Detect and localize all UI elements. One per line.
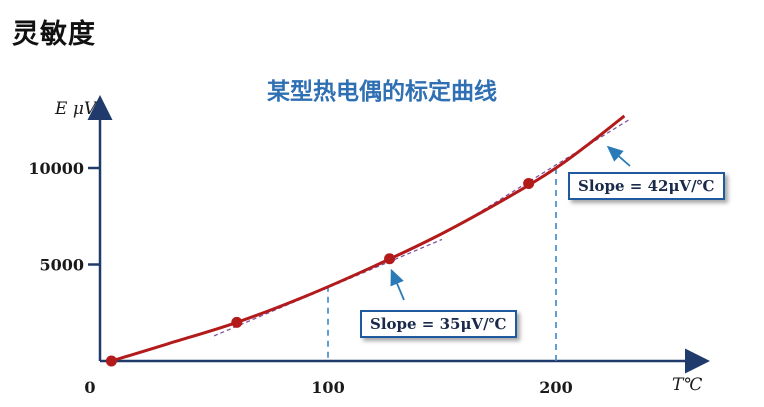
data-point: [384, 253, 396, 265]
x-tick-label: 200: [539, 378, 572, 397]
x-tick-label: 100: [311, 378, 344, 397]
calibration-curve: [110, 114, 626, 363]
chart-title: 某型热电偶的标定曲线: [267, 79, 497, 105]
tangent-line: [475, 119, 630, 215]
slope-annotation-low: Slope = 35μV/℃: [360, 310, 517, 338]
tangent-line: [213, 238, 443, 337]
slope-annotation-high: Slope = 42μV/℃: [568, 172, 725, 200]
annotation-arrow: [606, 145, 631, 167]
x-axis-title: T℃: [672, 375, 702, 395]
page-heading: 灵敏度: [12, 19, 96, 50]
data-point: [523, 177, 535, 189]
annotation-arrow: [390, 268, 405, 301]
y-tick-label: 5000: [39, 256, 84, 275]
y-tick-label: 10000: [28, 159, 84, 178]
y-axis-title: E μV: [54, 99, 98, 119]
data-point: [105, 355, 117, 367]
data-point: [231, 316, 243, 328]
x-tick-label: 0: [84, 378, 95, 397]
